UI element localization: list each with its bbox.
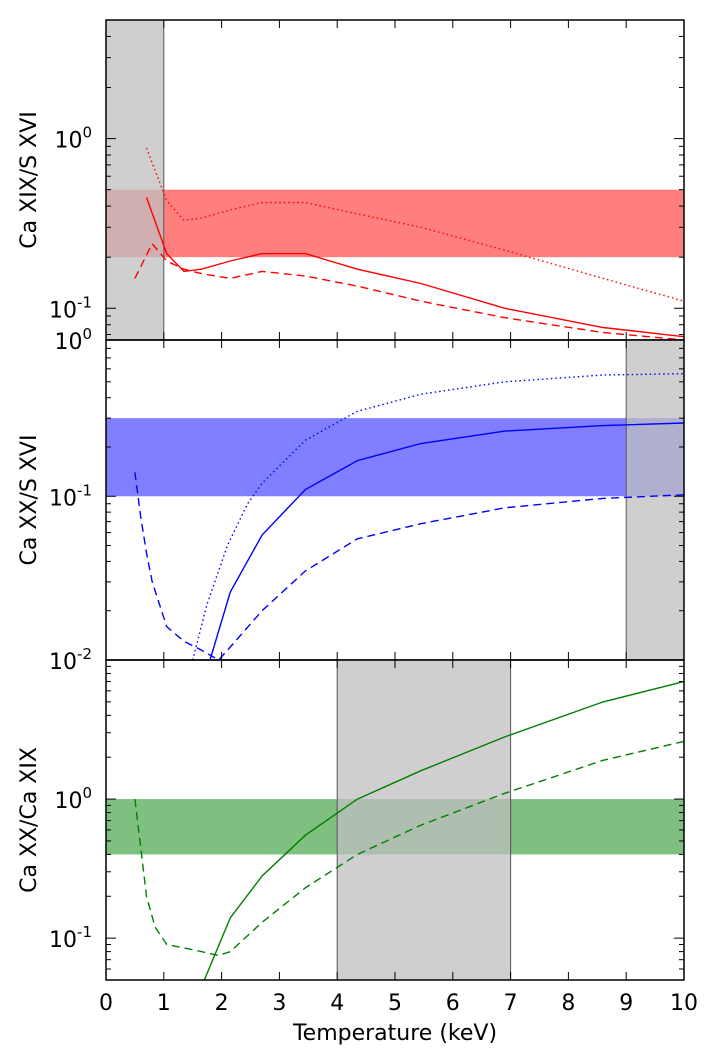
x-tick-label: 10 <box>670 991 698 1016</box>
series-line-dashed <box>134 242 684 340</box>
y-tick-label: 10-1 <box>49 923 92 953</box>
panel-frame <box>105 19 685 341</box>
y-tick-label-edge: 100 <box>54 325 92 355</box>
excluded-temperature-region <box>336 660 512 980</box>
x-tick-label: 7 <box>504 991 518 1016</box>
y-axis-label: Ca XX/S XVI <box>17 435 42 566</box>
panel-top <box>106 20 684 340</box>
y-tick-label: 100 <box>54 784 92 814</box>
x-axis-label: Temperature (keV) <box>292 1021 497 1046</box>
x-tick-label: 2 <box>215 991 229 1016</box>
series-line-dotted <box>145 147 684 302</box>
x-tick-label: 3 <box>272 991 286 1016</box>
series-line-dashed <box>134 740 684 957</box>
x-tick-label: 5 <box>388 991 402 1016</box>
x-tick-label: 8 <box>561 991 575 1016</box>
series-line-solid <box>145 197 684 338</box>
ratio-band <box>106 418 684 497</box>
x-tick-label: 9 <box>619 991 633 1016</box>
excluded-temperature-region <box>625 340 684 660</box>
x-tick-label: 4 <box>330 991 344 1016</box>
series-line-dotted <box>192 373 684 660</box>
y-tick-label: 100 <box>54 124 92 154</box>
panel-bottom <box>106 660 684 980</box>
series-line-dashed <box>134 472 684 660</box>
series-line-solid <box>209 422 684 660</box>
panel-middle <box>106 340 684 660</box>
panel-frame <box>105 339 685 661</box>
y-tick-label: 10-1 <box>49 481 92 511</box>
x-tick-label: 1 <box>157 991 171 1016</box>
y-tick-label-edge: 10-2 <box>49 645 92 675</box>
series-line-solid <box>203 680 684 980</box>
y-axis-label: Ca XIX/S XVI <box>17 111 42 248</box>
y-axis-label: Ca XX/Ca XIX <box>17 747 42 893</box>
x-tick-label: 6 <box>446 991 460 1016</box>
y-tick-label: 10-1 <box>49 293 92 323</box>
x-tick-label: 0 <box>99 991 113 1016</box>
excluded-temperature-region <box>106 20 165 340</box>
ratio-band <box>106 189 684 258</box>
